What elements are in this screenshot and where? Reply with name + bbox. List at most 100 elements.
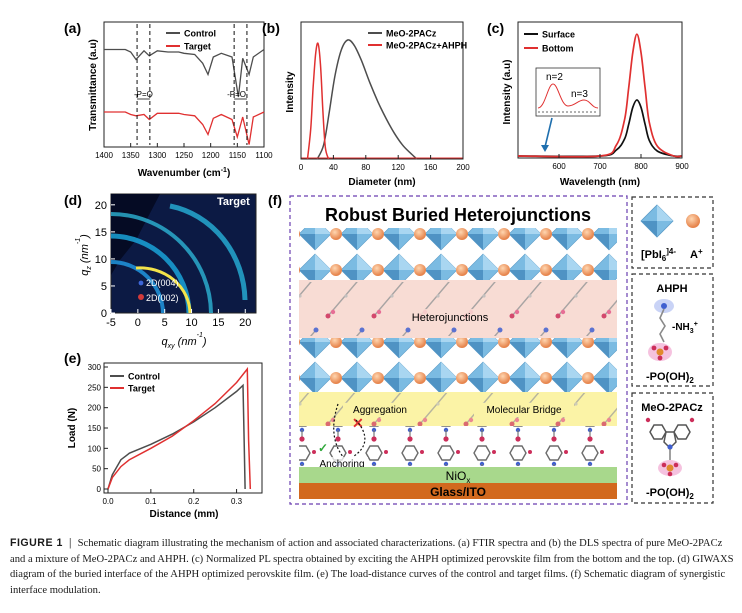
load-line-control [107, 383, 246, 490]
pl-legend-surface-label: Surface [542, 30, 575, 40]
giwaxs-xtick-label-0: -5 [106, 317, 116, 329]
ahph-po-label: -PO(OH)2 [646, 371, 694, 385]
dls-xtick-label-2: 80 [361, 163, 370, 172]
giwaxs-peak-004 [138, 280, 144, 286]
anchoring-check-icon: ✓ [318, 441, 328, 455]
ftir-xtick-label-5: 1150 [229, 151, 247, 160]
load-legend-control-label: Control [128, 372, 160, 382]
anchoring-label: Anchoring [319, 459, 364, 470]
load-legend-target-label: Target [128, 384, 155, 394]
pl-xtick-label-0: 600 [552, 162, 566, 171]
load-ytick-label-0: 0 [97, 485, 102, 494]
giwaxs-ylabel: qz (nm-1) [75, 234, 93, 276]
pbi6-label: [PbI6]4- [641, 247, 676, 263]
ftir-xtick-label-0: 1400 [95, 151, 113, 160]
a-cation-icon [686, 214, 700, 228]
aggregation-label-bg [343, 403, 419, 417]
giwaxs-label-004: 2D(004) [146, 278, 179, 288]
panel-d-label: (d) [64, 192, 82, 208]
meo-po-label: -PO(OH)2 [646, 487, 694, 501]
load-ytick-label-3: 150 [88, 424, 102, 433]
panel-f-schematic: Robust Buried Heterojunctions Heterojunc… [289, 195, 714, 505]
inset-label-n2: n=2 [546, 72, 563, 83]
load-ytick-label-1: 50 [92, 465, 101, 474]
dls-legend-meo-ahph-label: MeO-2PACz+AHPH [386, 41, 467, 51]
load-ytick-label-6: 300 [88, 363, 102, 372]
load-xtick-label-2: 0.2 [188, 497, 200, 506]
giwaxs-xlabel: qxy (nm-1) [161, 332, 206, 350]
ftir-line-control [104, 48, 265, 98]
heterojunctions-label: Heterojunctions [412, 312, 489, 324]
ftir-xtick-label-2: 1300 [148, 151, 166, 160]
meo-phosphorus-atom [666, 464, 674, 472]
niox-layer [299, 467, 617, 483]
panel-e-chart: 0.0 0.1 0.2 0.3 0 50 100 150 200 250 300 Distance (… [67, 362, 263, 520]
load-ytick-label-4: 200 [88, 404, 102, 413]
pl-line-bottom [517, 33, 683, 158]
ahph-title: AHPH [656, 283, 687, 295]
pl-ylabel: Intensity (a.u) [502, 59, 513, 124]
pl-legend-bottom-label: Bottom [542, 44, 574, 54]
heterojunction-label-bg [404, 309, 496, 324]
panel-d-giwaxs: Target 2D(004) 2D(002) -5 0 5 10 15 200510152… [75, 193, 257, 350]
giwaxs-ring-inner [110, 260, 165, 314]
ftir-annot-po-1: -P=O [134, 90, 153, 99]
inset-label-n3: n=3 [571, 89, 588, 100]
pl-xtick-label-1: 700 [593, 162, 607, 171]
pl-xtick-label-2: 800 [634, 162, 648, 171]
dls-xtick-label-4: 160 [424, 163, 438, 172]
glass-ito-label: Glass/ITO [430, 485, 486, 499]
molecular-bridge-label: Molecular Bridge [486, 405, 561, 416]
dls-xtick-label-1: 40 [329, 163, 338, 172]
caption-lead: FIGURE 1 [10, 537, 63, 549]
aggregation-blocked-icon: ✕ [352, 415, 364, 431]
load-ylabel: Load (N) [67, 408, 78, 449]
ahph-nitrogen-atom [661, 303, 667, 309]
a-cation-label: A+ [690, 247, 703, 261]
load-line-target [107, 366, 252, 490]
ftir-legend-target-label: Target [184, 42, 211, 52]
giwaxs-tag: Target [217, 196, 250, 208]
ftir-ylabel: Transmittance (a.u) [88, 39, 99, 131]
dls-xtick-label-0: 0 [299, 163, 304, 172]
panel-b-label: (b) [262, 20, 280, 36]
giwaxs-xtick-label-3: 10 [185, 317, 197, 329]
giwaxs-xtick-label-4: 15 [212, 317, 224, 329]
giwaxs-ytick-label-2: 10 [95, 254, 107, 266]
load-ytick-label-2: 100 [88, 444, 102, 453]
giwaxs-ytick-label-3: 15 [95, 227, 107, 239]
giwaxs-xtick-label-5: 20 [239, 317, 251, 329]
ahph-chain [659, 308, 666, 343]
panel-e-label: (e) [64, 350, 81, 366]
perovskite-lattice-bottom [299, 338, 617, 392]
aggregation-label: Aggregation [353, 405, 407, 416]
legend-box-ahph [631, 273, 714, 387]
panel-f-label: (f) [268, 192, 282, 208]
ftir-xtick-label-4: 1200 [202, 151, 220, 160]
giwaxs-peak-002 [138, 294, 144, 300]
caption-body: Schematic diagram illustrating the mecha… [10, 538, 734, 596]
anchoring-label-bg [316, 457, 368, 469]
ftir-xtick-label-1: 1350 [122, 151, 140, 160]
anchoring-path-arrow-2 [353, 419, 366, 457]
legend-box-ions [631, 196, 714, 269]
dls-xlabel: Diameter (nm) [348, 177, 415, 188]
meo-ring-left [649, 424, 667, 440]
meo-ring-right [673, 424, 691, 440]
figure-caption: FIGURE 1 | Schematic diagram illustrating … [10, 537, 734, 596]
giwaxs-ring-3 [169, 203, 248, 301]
pl-inset-box [535, 67, 601, 117]
giwaxs-ytick-label-0: 0 [101, 308, 107, 320]
panel-a-chart: -P=O -P=O 1400 1350 1300 1250 1200 1150 1100 Wave… [88, 21, 273, 179]
meo-title: MeO-2PACz [641, 402, 703, 414]
giwaxs-ytick-label-1: 5 [101, 281, 107, 293]
inset-pointer-arrow [544, 117, 553, 148]
ftir-xtick-label-6: 1100 [255, 151, 273, 160]
giwaxs-xtick-label-2: 5 [162, 317, 168, 329]
panel-b-chart: 0 40 80 120 160 200 Diameter (nm) Intensity MeO-… [285, 21, 470, 188]
anchoring-path-arrow [333, 403, 345, 459]
load-xtick-label-1: 0.1 [145, 497, 157, 506]
meo-nitrogen-atom [667, 444, 673, 450]
ahph-nh3-label: -NH3+ [672, 321, 698, 335]
